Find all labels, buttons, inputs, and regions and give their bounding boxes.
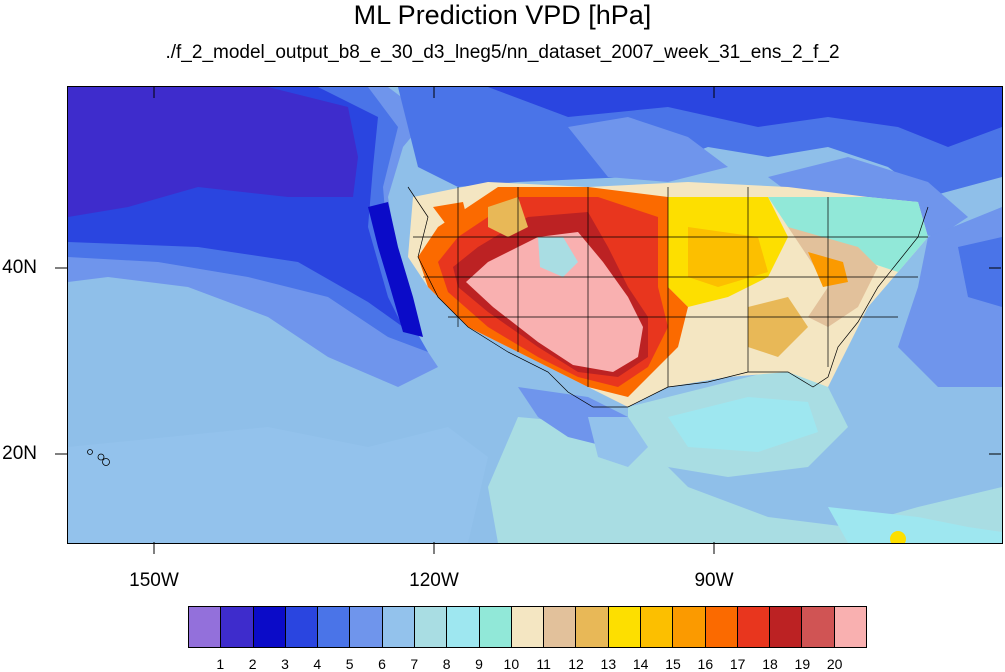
colorbar-tick-label: 7 (410, 656, 419, 672)
lon-label-90w: 90W (694, 570, 734, 591)
colorbar-swatch (802, 607, 835, 647)
colorbar-tick-label: 4 (313, 656, 322, 672)
colorbar-tick-label: 5 (345, 656, 354, 672)
colorbar-swatch (447, 607, 480, 647)
colorbar-swatch (544, 607, 577, 647)
vpd-field (68, 87, 1002, 543)
colorbar-swatch (640, 607, 674, 647)
colorbar-tick-label: 16 (697, 656, 714, 672)
colorbar-swatch (189, 607, 222, 647)
colorbar-swatch (737, 607, 771, 647)
colorbar-swatch (221, 607, 254, 647)
lat-label-40n: 40N (2, 257, 37, 278)
lat-label-20n: 20N (2, 443, 37, 464)
colorbar-tick-label: 1 (216, 656, 225, 672)
vpd-map (67, 86, 1003, 544)
colorbar-tick-label: 17 (729, 656, 746, 672)
colorbar-tick-label: 15 (665, 656, 681, 672)
colorbar-swatch (285, 607, 319, 647)
colorbar-tick-label: 13 (600, 656, 617, 672)
colorbar-tick-label: 10 (503, 656, 520, 672)
colorbar-tick-label: 9 (475, 656, 483, 672)
colorbar-swatch (414, 607, 448, 647)
colorbar-tick-label: 20 (826, 656, 843, 672)
lon-label-120w: 120W (409, 570, 459, 591)
colorbar-tick-label: 12 (568, 656, 584, 672)
colorbar-swatch (350, 607, 383, 647)
map-title: ML Prediction VPD [hPa] (353, 0, 652, 30)
colorbar-tick-label: 11 (536, 656, 551, 672)
colorbar-tick-label: 14 (632, 656, 649, 672)
colorbar-tick-label: 8 (442, 656, 451, 672)
colorbar-swatch (673, 607, 706, 647)
colorbar-tick-label: 18 (762, 656, 778, 672)
colorbar-swatch (253, 607, 286, 647)
colorbar-swatch (770, 607, 803, 647)
colorbar-swatch (705, 607, 738, 647)
colorbar-swatch (318, 607, 351, 647)
colorbar-swatch (608, 607, 641, 647)
map-subtitle: ./f_2_model_output_b8_e_30_d3_lneg5/nn_d… (165, 42, 840, 63)
colorbar-tick-label: 2 (248, 656, 257, 672)
colorbar (188, 606, 867, 648)
colorbar-tick-label: 19 (794, 656, 811, 672)
lon-label-150w: 150W (129, 570, 179, 591)
colorbar-swatch (511, 607, 545, 647)
colorbar-swatch (576, 607, 609, 647)
colorbar-swatch (382, 607, 415, 647)
colorbar-tick-label: 6 (378, 656, 386, 672)
colorbar-swatch (834, 607, 866, 647)
colorbar-tick-label: 3 (281, 656, 289, 672)
colorbar-swatch (479, 607, 512, 647)
